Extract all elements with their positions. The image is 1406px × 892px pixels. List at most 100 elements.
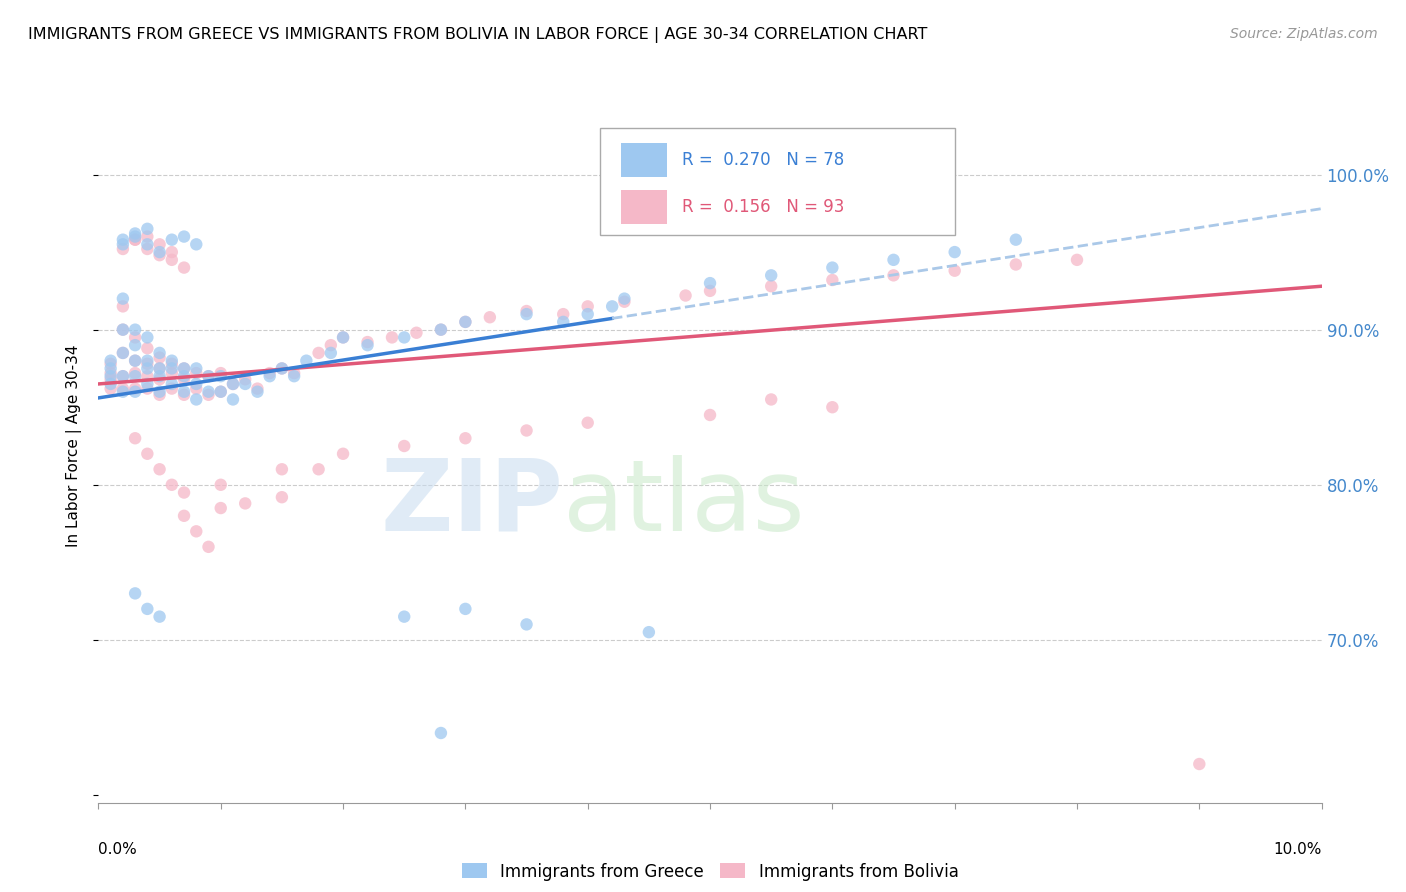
Point [149, 369, 172, 384]
Point [111, 369, 134, 384]
Point [332, 330, 354, 344]
Point [197, 369, 219, 384]
Point [124, 330, 146, 344]
Point [259, 369, 281, 384]
Point [821, 260, 844, 275]
Point [100, 353, 122, 368]
Point [600, 299, 623, 313]
Point [149, 609, 172, 624]
Point [699, 276, 721, 290]
Text: 10.0%: 10.0% [1274, 841, 1322, 856]
Point [1188, 757, 1211, 772]
Point [124, 384, 146, 399]
Point [124, 431, 146, 445]
Point [100, 372, 122, 386]
Point [160, 252, 183, 267]
Point [553, 315, 575, 329]
Point [100, 369, 122, 384]
Point [637, 625, 661, 640]
Point [124, 369, 146, 384]
Point [124, 229, 146, 244]
Point [124, 233, 146, 247]
FancyBboxPatch shape [600, 128, 955, 235]
Point [149, 384, 172, 399]
Point [111, 346, 134, 360]
Point [124, 338, 146, 352]
Point [308, 462, 330, 476]
Point [576, 416, 599, 430]
Point [111, 323, 134, 337]
Point [186, 366, 208, 380]
Point [222, 392, 245, 407]
Point [197, 369, 219, 384]
Point [259, 366, 281, 380]
Point [295, 353, 318, 368]
Point [454, 431, 477, 445]
Text: 0.0%: 0.0% [98, 841, 138, 856]
Point [576, 299, 599, 313]
Point [124, 233, 146, 247]
Point [173, 361, 195, 376]
Point [160, 245, 183, 260]
Point [111, 369, 134, 384]
Point [173, 229, 195, 244]
Point [197, 384, 219, 399]
Point [478, 310, 501, 325]
Text: R =  0.270   N = 78: R = 0.270 N = 78 [682, 151, 844, 169]
Point [392, 439, 416, 453]
Point [124, 382, 146, 396]
Point [149, 245, 172, 260]
Point [136, 341, 159, 355]
Point [124, 586, 146, 600]
Point [356, 334, 378, 349]
FancyBboxPatch shape [620, 190, 668, 224]
Point [124, 227, 146, 241]
Point [100, 366, 122, 380]
Point [209, 366, 232, 380]
Point [136, 229, 159, 244]
Point [186, 237, 208, 252]
Point [160, 366, 183, 380]
Point [186, 376, 208, 391]
Point [136, 602, 159, 616]
Point [173, 361, 195, 376]
Point [209, 501, 232, 516]
Point [209, 384, 232, 399]
Point [233, 372, 256, 386]
Point [100, 382, 122, 396]
Point [553, 307, 575, 321]
Point [1004, 233, 1026, 247]
Point [233, 376, 256, 391]
Point [186, 392, 208, 407]
Point [613, 294, 636, 309]
Point [186, 382, 208, 396]
Point [392, 330, 416, 344]
Point [160, 382, 183, 396]
Point [319, 346, 342, 360]
Point [246, 382, 269, 396]
Point [516, 304, 538, 318]
Point [332, 447, 354, 461]
Point [233, 496, 256, 510]
Point [149, 237, 172, 252]
Point [111, 233, 134, 247]
Point [516, 307, 538, 321]
Point [209, 477, 232, 491]
Point [136, 237, 159, 252]
Point [246, 384, 269, 399]
Point [675, 288, 697, 302]
Point [759, 268, 782, 283]
Point [124, 366, 146, 380]
Text: ZIP: ZIP [381, 455, 564, 551]
Point [136, 242, 159, 256]
Point [454, 315, 477, 329]
Point [136, 361, 159, 376]
Point [149, 351, 172, 365]
Point [186, 524, 208, 539]
Point [186, 361, 208, 376]
Point [111, 237, 134, 252]
Point [136, 353, 159, 368]
Point [149, 462, 172, 476]
Point [283, 366, 305, 380]
Point [136, 376, 159, 391]
